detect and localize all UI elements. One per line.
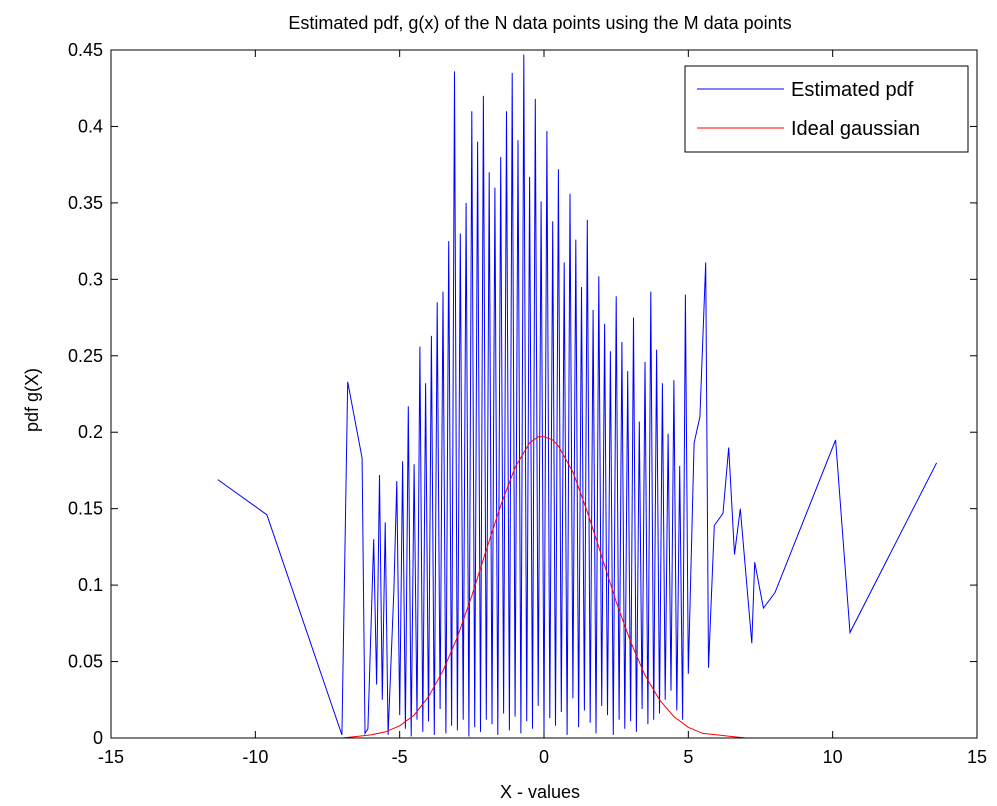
legend-label-ideal-gaussian: Ideal gaussian (791, 118, 920, 140)
y-tick-label: 0.2 (78, 422, 103, 442)
y-axis-label: pdf g(X) (22, 368, 42, 432)
x-tick-label: -10 (242, 747, 268, 767)
axis-ticks: -15 -10 -5 0 5 10 15 0 0.05 0.1 0.15 0.2 0.25 0.3 0.35… (68, 40, 987, 767)
series-line-ideal-gaussian (217, 436, 937, 739)
x-tick-label: -5 (392, 747, 408, 767)
chart-title: Estimated pdf, g(x) of the N data points… (288, 13, 791, 33)
y-tick-label: 0.05 (68, 652, 103, 672)
legend-box (684, 65, 969, 153)
y-tick-label: 0.1 (78, 575, 103, 595)
x-tick-label: 5 (683, 747, 693, 767)
plot-area (217, 54, 938, 739)
legend: Estimated pdf Ideal gaussian (684, 65, 969, 153)
y-tick-label: 0.15 (68, 499, 103, 519)
y-tick-label: 0.25 (68, 346, 103, 366)
y-tick-label: 0 (93, 728, 103, 748)
y-tick-label: 0.4 (78, 116, 103, 136)
legend-label-estimated-pdf: Estimated pdf (791, 79, 914, 101)
series-line-estimated-pdf (217, 54, 938, 737)
x-tick-label: -15 (98, 747, 124, 767)
x-tick-label: 15 (967, 747, 987, 767)
x-axis-label: X - values (500, 782, 580, 802)
x-tick-label: 0 (539, 747, 549, 767)
axes-frame (110, 49, 978, 739)
y-tick-label: 0.35 (68, 193, 103, 213)
y-tick-label: 0.3 (78, 269, 103, 289)
y-tick-label: 0.45 (68, 40, 103, 60)
x-tick-label: 10 (823, 747, 843, 767)
